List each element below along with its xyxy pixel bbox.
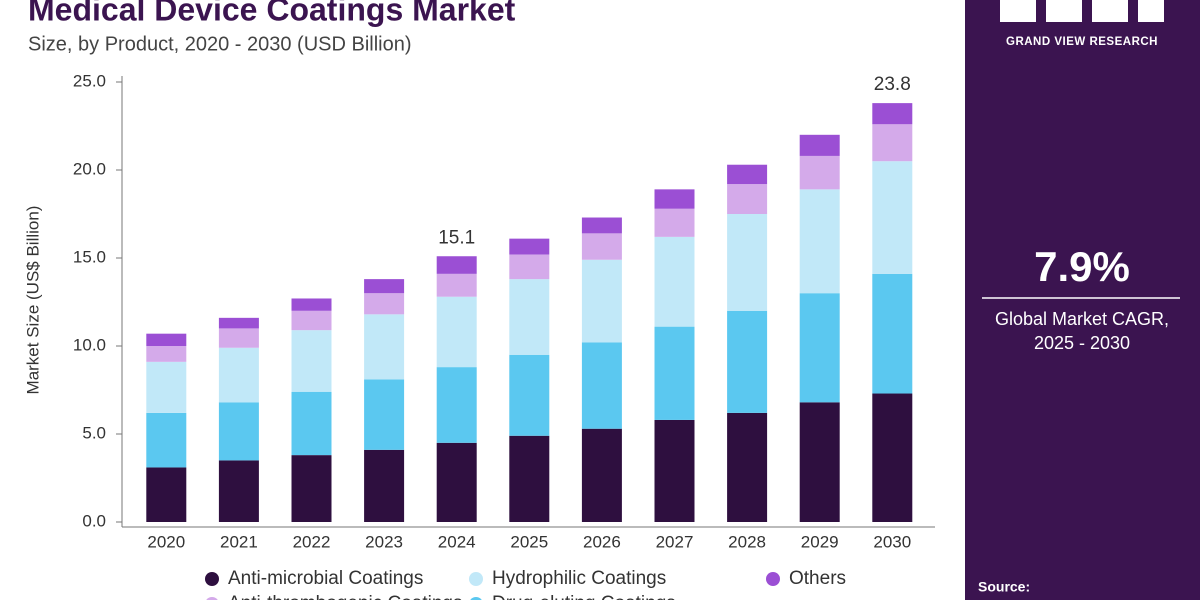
legend-label: Anti-microbial Coatings xyxy=(228,568,423,589)
bar-segment xyxy=(799,293,840,403)
bar-segment xyxy=(509,354,550,436)
bar-segment xyxy=(654,419,695,522)
y-tick-label: 15.0 xyxy=(73,247,106,266)
bar-segment xyxy=(872,124,913,162)
y-tick-label: 0.0 xyxy=(82,511,106,530)
bar-segment xyxy=(654,236,695,327)
logo xyxy=(1000,0,1164,22)
bar-segment xyxy=(654,208,695,237)
cagr-value: 7.9% xyxy=(1034,243,1130,290)
bar-segment xyxy=(799,402,840,522)
chart-subtitle: Size, by Product, 2020 - 2030 (USD Billi… xyxy=(28,33,412,55)
bar-segment xyxy=(364,449,405,522)
bar-segment xyxy=(436,296,477,368)
y-tick-label: 10.0 xyxy=(73,335,106,354)
bar-segment xyxy=(364,314,405,380)
bar-segment xyxy=(146,467,187,522)
bar-segment xyxy=(146,361,187,413)
brand: GRAND VIEW RESEARCH xyxy=(1006,36,1158,48)
bar-segment xyxy=(581,259,622,343)
source: Source: xyxy=(978,579,1030,595)
x-tick-label: 2027 xyxy=(656,532,694,551)
bar-segment xyxy=(291,330,332,392)
legend-marker xyxy=(206,597,218,600)
bar-segment xyxy=(581,342,622,429)
x-tick-label: 2023 xyxy=(365,532,403,551)
bar-segment xyxy=(436,367,477,443)
bar-segment xyxy=(872,161,913,274)
bar-segment xyxy=(291,310,332,331)
bar-segment xyxy=(654,189,695,209)
bar-segment xyxy=(872,393,913,522)
x-tick-label: 2030 xyxy=(873,532,911,551)
bar-segment xyxy=(581,428,622,522)
bar-segment xyxy=(727,214,768,311)
bar-segment xyxy=(799,134,840,156)
bar-segment xyxy=(581,217,622,234)
bar-segment xyxy=(218,402,259,461)
bar-segment xyxy=(654,326,695,420)
x-tick-label: 2028 xyxy=(728,532,766,551)
total-label: 15.1 xyxy=(438,227,475,248)
sidebar xyxy=(965,0,1200,600)
legend-marker xyxy=(470,597,482,600)
bar-segment xyxy=(799,155,840,190)
x-tick-label: 2022 xyxy=(293,532,331,551)
bar-segment xyxy=(364,279,405,294)
bar-segment xyxy=(218,328,259,348)
chart-title: Medical Device Coatings Market xyxy=(28,0,516,27)
legend-marker xyxy=(469,572,483,586)
bar-segment xyxy=(291,298,332,311)
bar-segment xyxy=(218,460,259,522)
bar-segment xyxy=(727,184,768,214)
legend-marker xyxy=(766,572,780,586)
bar-segment xyxy=(509,279,550,355)
bar-segment xyxy=(436,273,477,297)
legend-label: Drug-eluting Coatings xyxy=(492,593,676,600)
cagr-label: Global Market CAGR, xyxy=(995,309,1169,329)
bar-segment xyxy=(436,442,477,522)
bar-segment xyxy=(146,333,187,346)
x-tick-label: 2024 xyxy=(438,532,476,551)
bar-segment xyxy=(581,233,622,260)
bar-segment xyxy=(727,310,768,413)
bar-segment xyxy=(436,256,477,274)
y-tick-label: 5.0 xyxy=(82,423,106,442)
bar-segment xyxy=(146,346,187,362)
bar-segment xyxy=(218,317,259,329)
bar-segment xyxy=(509,238,550,255)
x-tick-label: 2029 xyxy=(801,532,839,551)
bar-segment xyxy=(364,379,405,450)
bar-segment xyxy=(872,103,913,125)
bar-segment xyxy=(509,435,550,522)
bar-segment xyxy=(872,273,913,394)
legend-marker xyxy=(205,572,219,586)
bar-segment xyxy=(218,347,259,403)
y-tick-label: 25.0 xyxy=(73,71,106,90)
bar-segment xyxy=(799,189,840,294)
bar-segment xyxy=(146,412,187,468)
x-tick-label: 2020 xyxy=(147,532,185,551)
legend-label: Hydrophilic Coatings xyxy=(492,568,666,589)
bar-segment xyxy=(364,293,405,315)
legend-label: Anti-thrombogenic Coatings xyxy=(228,593,462,600)
bar-segment xyxy=(291,455,332,522)
y-axis-label: Market Size (US$ Billion) xyxy=(23,206,42,395)
x-tick-label: 2021 xyxy=(220,532,258,551)
cagr-label: 2025 - 2030 xyxy=(1034,333,1130,353)
total-label: 23.8 xyxy=(874,74,911,95)
bar-segment xyxy=(291,391,332,456)
x-tick-label: 2026 xyxy=(583,532,621,551)
bar-segment xyxy=(727,412,768,522)
bar-segment xyxy=(509,254,550,280)
legend-label: Others xyxy=(789,568,846,589)
x-tick-label: 2025 xyxy=(510,532,548,551)
y-tick-label: 20.0 xyxy=(73,159,106,178)
bar-segment xyxy=(727,164,768,185)
